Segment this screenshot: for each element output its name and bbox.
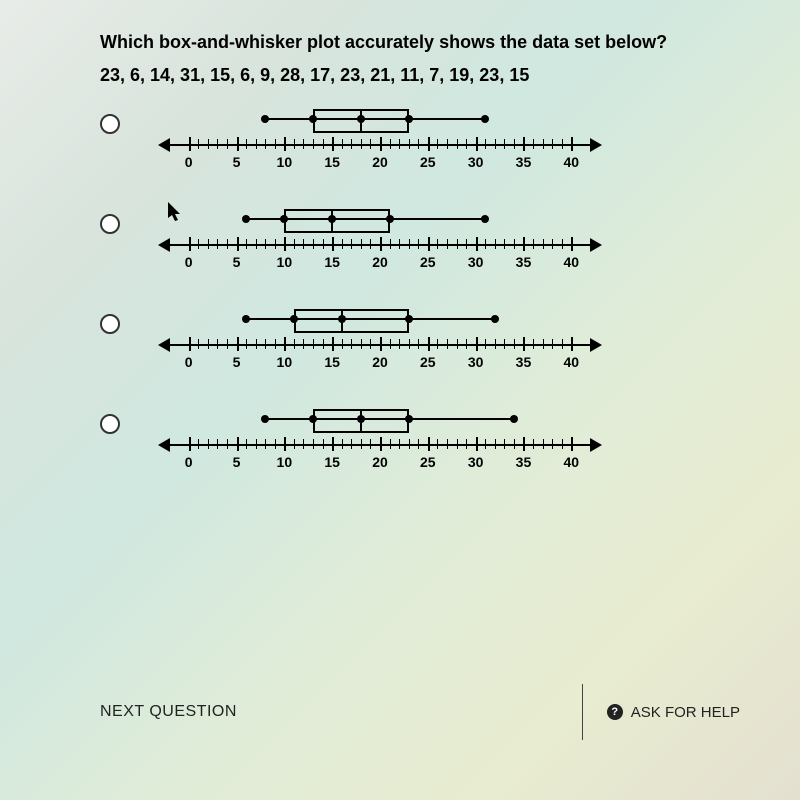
axis-tick-label: 25 [420,154,436,170]
axis-tick-label: 15 [324,354,340,370]
boxplot: 0 5 10 15 20 25 30 35 40 [140,104,580,186]
help-icon: ? [607,704,623,720]
next-question-button[interactable]: NEXT QUESTION [100,703,237,721]
radio-button[interactable] [100,414,120,434]
axis-tick-label: 25 [420,354,436,370]
boxplot: 0 5 10 15 20 25 30 35 40 [140,304,580,386]
answer-option[interactable]: 0 5 10 15 20 25 30 35 40 [100,404,740,486]
axis-tick-label: 5 [233,154,241,170]
axis-tick-label: 30 [468,254,484,270]
axis-tick-label: 0 [185,254,193,270]
axis-tick-label: 15 [324,154,340,170]
boxplot: 0 5 10 15 20 25 30 35 40 [140,204,580,286]
axis-tick-label: 30 [468,154,484,170]
axis-tick-label: 40 [564,154,580,170]
answer-option[interactable]: 0 5 10 15 20 25 30 35 40 [100,104,740,186]
axis-tick-label: 40 [564,254,580,270]
cursor-icon [168,202,184,227]
axis-tick-label: 0 [185,154,193,170]
dataset-text: 23, 6, 14, 31, 15, 6, 9, 28, 17, 23, 21,… [100,65,740,86]
axis-tick-label: 10 [277,354,293,370]
answer-option[interactable]: 0 5 10 15 20 25 30 35 40 [100,304,740,386]
axis-tick-label: 35 [516,254,532,270]
axis-tick-label: 40 [564,454,580,470]
axis-tick-label: 5 [233,454,241,470]
radio-button[interactable] [100,314,120,334]
axis-tick-label: 5 [233,354,241,370]
axis-tick-label: 15 [324,254,340,270]
axis-tick-label: 20 [372,154,388,170]
axis-tick-label: 40 [564,354,580,370]
axis-tick-label: 25 [420,454,436,470]
axis-tick-label: 30 [468,454,484,470]
axis-tick-label: 25 [420,254,436,270]
radio-button[interactable] [100,214,120,234]
axis-tick-label: 5 [233,254,241,270]
footer-divider [582,684,583,740]
axis-tick-label: 15 [324,454,340,470]
question-footer: NEXT QUESTION ? ASK FOR HELP [100,684,740,740]
axis-tick-label: 35 [516,154,532,170]
answer-option[interactable]: 0 5 10 15 20 25 30 35 40 [100,204,740,286]
axis-tick-label: 10 [277,154,293,170]
axis-tick-label: 20 [372,354,388,370]
radio-button[interactable] [100,114,120,134]
axis-tick-label: 0 [185,354,193,370]
axis-tick-label: 35 [516,454,532,470]
axis-tick-label: 35 [516,354,532,370]
axis-tick-label: 30 [468,354,484,370]
ask-help-label: ASK FOR HELP [631,704,740,721]
axis-tick-label: 10 [277,454,293,470]
axis-tick-label: 0 [185,454,193,470]
axis-tick-label: 20 [372,254,388,270]
ask-for-help-button[interactable]: ? ASK FOR HELP [607,704,740,721]
axis-tick-label: 10 [277,254,293,270]
axis-tick-label: 20 [372,454,388,470]
question-text: Which box-and-whisker plot accurately sh… [100,32,740,53]
boxplot: 0 5 10 15 20 25 30 35 40 [140,404,580,486]
options-list: 0 5 10 15 20 25 30 35 40 0 5 10 15 20 25 30 35 40 0 5 10 15 20… [100,104,740,486]
